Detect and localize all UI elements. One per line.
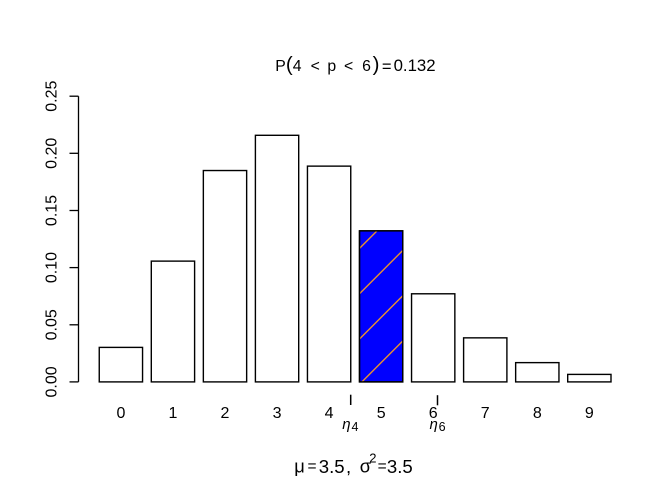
svg-text:(: ( <box>286 53 293 76</box>
svg-text:4: 4 <box>325 405 334 422</box>
svg-text:μ: μ <box>294 455 305 476</box>
svg-text:=: = <box>308 458 317 475</box>
svg-text:3.5: 3.5 <box>387 456 413 477</box>
svg-text:6: 6 <box>362 58 371 75</box>
svg-text:8: 8 <box>533 405 542 422</box>
svg-text:=: = <box>382 58 392 76</box>
svg-text:0: 0 <box>116 405 125 422</box>
svg-text:0.25: 0.25 <box>44 81 61 112</box>
svg-text:0.05: 0.05 <box>44 309 61 340</box>
svg-text:): ) <box>373 53 380 76</box>
svg-text:2: 2 <box>369 451 376 466</box>
svg-text:0.15: 0.15 <box>44 195 61 226</box>
svg-text:0.00: 0.00 <box>44 366 61 397</box>
svg-text:3.5: 3.5 <box>319 456 345 477</box>
svg-text:0.10: 0.10 <box>44 252 61 283</box>
svg-text:4: 4 <box>352 420 359 434</box>
svg-text:5: 5 <box>377 405 386 422</box>
svg-text:4: 4 <box>293 58 302 75</box>
svg-text:P: P <box>275 58 286 75</box>
svg-text:3: 3 <box>273 405 282 422</box>
svg-text:<: < <box>344 58 353 75</box>
svg-text:=: = <box>378 458 387 475</box>
svg-text:0.20: 0.20 <box>44 138 61 169</box>
svg-text:σ: σ <box>360 455 371 476</box>
svg-text:6: 6 <box>429 405 438 422</box>
svg-text:2: 2 <box>221 405 230 422</box>
svg-text:p: p <box>327 58 336 75</box>
svg-text:η: η <box>342 416 350 433</box>
svg-text:0.132: 0.132 <box>394 56 436 75</box>
svg-text:6: 6 <box>439 420 446 434</box>
svg-text:<: < <box>311 58 320 75</box>
svg-text:9: 9 <box>585 405 594 422</box>
svg-text:1: 1 <box>168 405 177 422</box>
svg-text:7: 7 <box>481 405 490 422</box>
svg-text:η: η <box>430 416 438 433</box>
svg-text:,: , <box>346 456 351 477</box>
